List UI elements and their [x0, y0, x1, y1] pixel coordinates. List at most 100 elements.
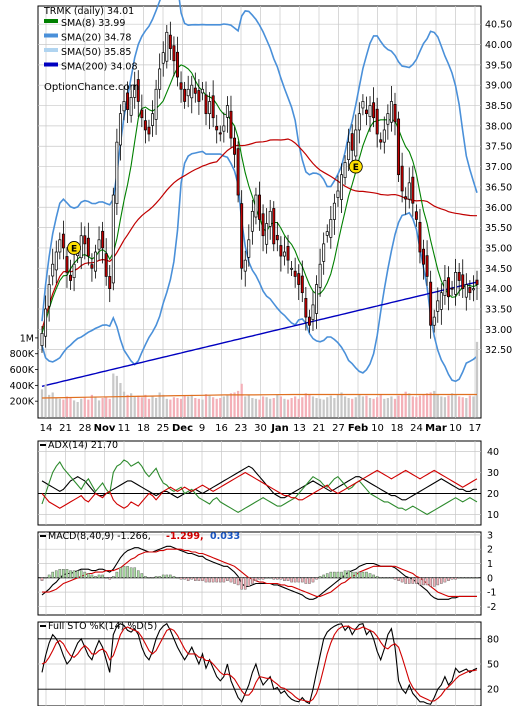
macd-histogram-bar: [44, 577, 47, 579]
macd-histogram-bar: [318, 576, 322, 578]
macd-histogram-bar: [169, 574, 172, 578]
macd-histogram-bar: [279, 577, 283, 580]
candle-body: [365, 109, 368, 115]
price-tick-label: 33.50: [485, 304, 512, 315]
volume-bar: [333, 398, 336, 417]
candle-body: [315, 284, 319, 314]
volume-bar: [468, 395, 471, 417]
x-tick-label: Dec: [172, 423, 193, 434]
candle-body: [190, 84, 194, 99]
volume-bar: [51, 392, 54, 417]
legend-label: SMA(20) 34.78: [61, 33, 131, 44]
macd-histogram-bar: [472, 577, 475, 579]
volume-bar: [165, 398, 168, 417]
macd-histogram-bar: [390, 577, 393, 579]
candle-body: [115, 141, 119, 204]
volume-bar: [176, 398, 179, 417]
volume-bar: [119, 382, 122, 417]
x-tick-label: 18: [137, 423, 150, 434]
volume-bar: [311, 396, 315, 417]
candle-body: [418, 221, 422, 253]
earnings-marker: [348, 159, 363, 174]
candle-body: [439, 292, 443, 310]
candle-body: [51, 263, 55, 277]
volume-bar: [372, 398, 375, 417]
macd-histogram-bar: [447, 577, 450, 581]
macd-histogram-bar: [94, 576, 97, 578]
macd-histogram-bar: [83, 571, 87, 578]
volume-bar: [429, 392, 432, 417]
volume-bar: [83, 397, 86, 417]
candle-body: [432, 316, 436, 326]
macd-histogram-bar: [300, 577, 304, 583]
volume-bar: [229, 393, 233, 417]
macd-value-signal: -1.299,: [166, 531, 204, 542]
candle-body: [247, 239, 251, 258]
volume-bar: [415, 397, 418, 417]
x-tick-label: Feb: [348, 423, 368, 434]
macd-histogram-bar: [158, 576, 161, 578]
macd-histogram-bar: [315, 577, 318, 580]
legend-label: SMA(200) 34.08: [61, 62, 138, 73]
macd-histogram-bar: [268, 577, 272, 579]
candle-body: [168, 34, 172, 49]
volume-tick-label: 400K: [10, 381, 35, 392]
x-tick-label: 11: [118, 423, 131, 434]
volume-average-line: [41, 393, 477, 399]
candle-body: [140, 109, 144, 119]
macd-histogram-bar: [415, 577, 418, 584]
x-tick-label: 21: [59, 423, 72, 434]
volume-bar: [408, 393, 411, 417]
macd-tick-label: -1: [487, 588, 496, 599]
volume-bar: [283, 398, 286, 417]
macd-histogram-bar: [272, 577, 276, 580]
macd-histogram-bar: [172, 576, 176, 578]
macd-histogram-bar: [404, 577, 408, 584]
candle-body: [357, 113, 361, 131]
candle-body: [375, 108, 379, 135]
x-tick-label: 21: [313, 423, 326, 434]
macd-histogram-bar: [140, 573, 144, 578]
candle-body: [161, 52, 165, 64]
macd-histogram-bar: [311, 577, 315, 583]
volume-bar: [258, 399, 261, 417]
candle-body: [47, 284, 51, 307]
volume-bar: [276, 394, 279, 417]
candle-body: [61, 233, 65, 249]
candle-body: [422, 248, 425, 265]
macd-tick-label: 1: [487, 559, 493, 570]
volume-bar: [315, 398, 318, 417]
candle-body: [44, 308, 48, 337]
macd-histogram-bar: [379, 577, 383, 579]
macd-histogram-bar: [90, 574, 94, 578]
volume-bar: [197, 398, 201, 417]
candle-body: [118, 113, 122, 146]
volume-bar: [458, 396, 461, 417]
stoch-d-line: [41, 625, 478, 703]
volume-bar: [297, 398, 300, 417]
macd-histogram-bar: [251, 577, 254, 584]
volume-tick-label: 600K: [10, 365, 35, 376]
volume-bar: [361, 396, 365, 417]
volume-tick-label: 800K: [10, 349, 35, 360]
volume-bar: [368, 398, 372, 417]
candle-body: [83, 235, 87, 245]
x-tick-label: 17: [469, 423, 482, 434]
macd-histogram-bar: [329, 571, 333, 578]
macd-histogram-bar: [97, 574, 101, 578]
adx-panel-frame: [37, 440, 482, 526]
macd-histogram-bar: [101, 574, 104, 578]
x-tick-label: 18: [391, 423, 404, 434]
volume-bar: [254, 398, 258, 417]
candle-body: [457, 272, 461, 281]
price-tick-label: 40.50: [485, 20, 512, 31]
candle-body: [65, 256, 69, 273]
candle-body: [443, 280, 447, 296]
macd-histogram-bar: [304, 577, 308, 584]
candle-body: [336, 190, 340, 198]
macd-value-histogram: 0.033: [210, 531, 240, 542]
macd-histogram-bar: [204, 577, 208, 583]
macd-histogram-bar: [358, 571, 361, 578]
earnings-marker: [67, 241, 81, 255]
candle-body: [436, 300, 440, 312]
